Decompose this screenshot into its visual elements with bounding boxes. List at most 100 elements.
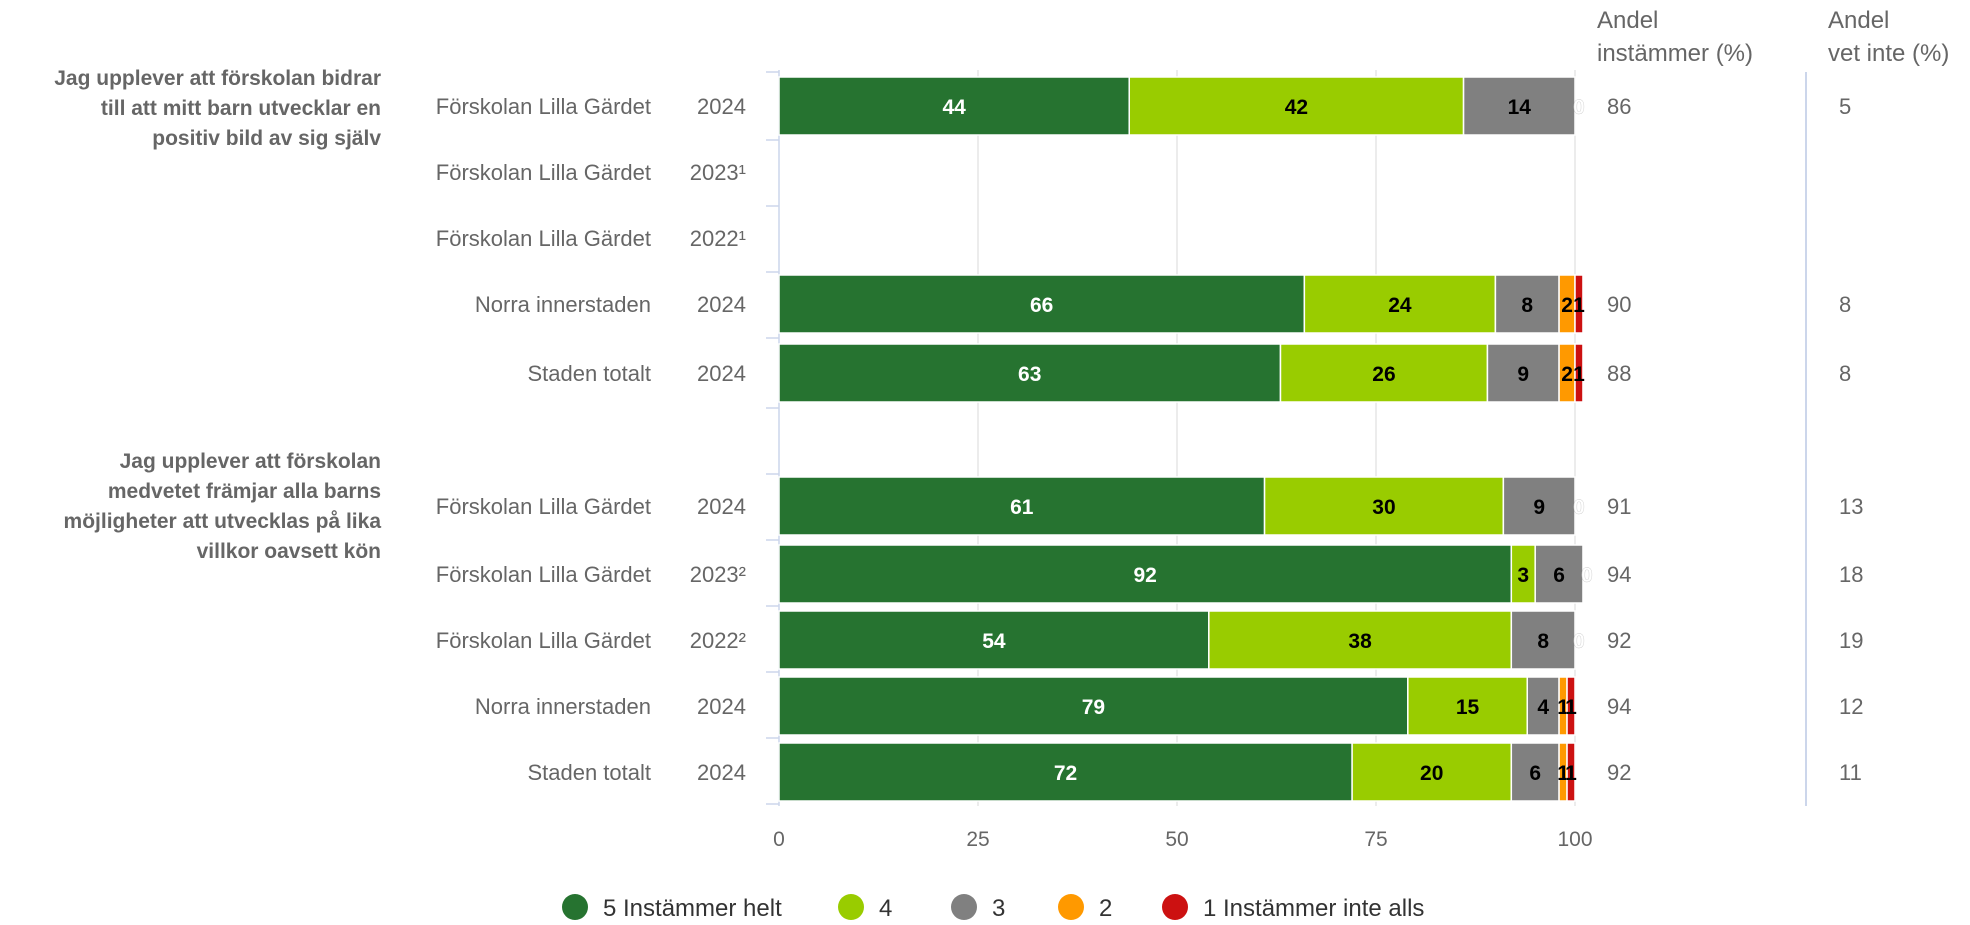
question-title: villkor oavsett kön bbox=[197, 540, 381, 563]
bar-segment bbox=[1574, 343, 1584, 403]
bar-segment bbox=[1279, 343, 1489, 403]
data-label: 24 bbox=[1388, 294, 1412, 317]
agree-value: 90 bbox=[1607, 292, 1631, 317]
row-label: Norra innerstaden bbox=[475, 292, 651, 317]
data-label: 66 bbox=[1030, 294, 1053, 317]
row-year: 2023¹ bbox=[690, 160, 746, 185]
agree-value: 91 bbox=[1607, 494, 1631, 519]
data-label: 61 bbox=[1010, 496, 1034, 519]
bar-segment bbox=[778, 476, 1266, 536]
data-label: 9 bbox=[1533, 496, 1545, 519]
data-label: 15 bbox=[1456, 696, 1480, 719]
row-label: Förskolan Lilla Gärdet bbox=[436, 562, 651, 587]
column-header: vet inte (%) bbox=[1828, 40, 1949, 67]
row-label: Staden totalt bbox=[527, 760, 651, 785]
bar-segment bbox=[1502, 476, 1576, 536]
question-title: till att mitt barn utvecklar en bbox=[101, 97, 381, 120]
x-tick-label: 0 bbox=[773, 828, 785, 851]
data-label: 6 bbox=[1553, 564, 1565, 587]
row-year: 2022¹ bbox=[690, 226, 746, 251]
bar-segment bbox=[778, 76, 1130, 136]
bar-segment bbox=[778, 343, 1282, 403]
legend-label: 5 Instämmer helt bbox=[603, 895, 782, 922]
row-label: Förskolan Lilla Gärdet bbox=[436, 94, 651, 119]
data-label: 3 bbox=[1517, 564, 1529, 587]
row-labels: Jag upplever att förskolan bidrar till at… bbox=[54, 67, 746, 785]
x-axis: 0 25 50 75 100 bbox=[773, 828, 1592, 851]
dont-know-value: 19 bbox=[1839, 628, 1863, 653]
data-label: 30 bbox=[1372, 496, 1395, 519]
agree-value: 92 bbox=[1607, 760, 1631, 785]
agree-value: 88 bbox=[1607, 361, 1631, 386]
x-tick-label: 25 bbox=[966, 828, 989, 851]
data-label: 38 bbox=[1348, 630, 1372, 653]
row-year: 2024 bbox=[697, 694, 746, 719]
bar-segment bbox=[1510, 742, 1560, 802]
x-tick-label: 50 bbox=[1165, 828, 1188, 851]
legend-label: 1 Instämmer inte alls bbox=[1203, 895, 1424, 922]
row-label: Förskolan Lilla Gärdet bbox=[436, 226, 651, 251]
question-title: medvetet främjar alla barns bbox=[108, 480, 381, 503]
column-header: instämmer (%) bbox=[1597, 40, 1753, 67]
data-label: 4 bbox=[1537, 696, 1549, 719]
agree-value: 94 bbox=[1607, 694, 1631, 719]
data-label: 0 bbox=[1573, 630, 1585, 653]
bar-segment bbox=[778, 676, 1409, 736]
bar-segment bbox=[778, 742, 1353, 802]
dont-know-value: 11 bbox=[1839, 760, 1862, 785]
bar-segment bbox=[1566, 676, 1576, 736]
data-label: 72 bbox=[1054, 762, 1077, 785]
data-label: 1 bbox=[1565, 762, 1577, 785]
bar-segment bbox=[1494, 274, 1560, 334]
agree-value: 92 bbox=[1607, 628, 1631, 653]
legend-marker bbox=[838, 894, 864, 920]
legend-marker bbox=[562, 894, 588, 920]
data-label: 1 bbox=[1557, 762, 1569, 785]
data-label: 44 bbox=[942, 96, 966, 119]
data-label: 42 bbox=[1285, 96, 1308, 119]
data-label: 14 bbox=[1508, 96, 1532, 119]
bar-segment bbox=[1128, 76, 1465, 136]
dont-know-value: 8 bbox=[1839, 361, 1851, 386]
data-label: 1 bbox=[1565, 696, 1577, 719]
x-tick-label: 75 bbox=[1364, 828, 1387, 851]
bar-segment bbox=[1566, 742, 1576, 802]
row-label: Förskolan Lilla Gärdet bbox=[436, 628, 651, 653]
legend: 5 Instämmer helt 4 3 2 1 Instämmer inte alls bbox=[562, 894, 1424, 922]
data-label: 0 bbox=[1573, 96, 1585, 119]
column-header: Andel bbox=[1597, 7, 1658, 34]
dont-know-value: 13 bbox=[1839, 494, 1863, 519]
legend-label: 2 bbox=[1099, 895, 1112, 922]
dont-know-value: 12 bbox=[1839, 694, 1863, 719]
row-label: Norra innerstaden bbox=[475, 694, 651, 719]
row-year: 2024 bbox=[697, 94, 746, 119]
data-label: 2 bbox=[1561, 294, 1573, 317]
bar-segment bbox=[1526, 676, 1560, 736]
bar-segment bbox=[1574, 274, 1584, 334]
bar-segment bbox=[1510, 610, 1576, 670]
data-label: 0 bbox=[1573, 496, 1585, 519]
x-tick-label: 100 bbox=[1557, 828, 1592, 851]
data-label: 1 bbox=[1573, 294, 1585, 317]
data-label: 20 bbox=[1420, 762, 1443, 785]
bar-segment bbox=[1208, 610, 1513, 670]
data-label: 63 bbox=[1018, 363, 1041, 386]
row-label: Förskolan Lilla Gärdet bbox=[436, 494, 651, 519]
dont-know-value: 5 bbox=[1839, 94, 1851, 119]
data-label: 1 bbox=[1573, 363, 1585, 386]
legend-marker bbox=[1162, 894, 1188, 920]
data-label: 1 bbox=[1557, 696, 1569, 719]
question-title: Jag upplever att förskolan bbox=[120, 450, 381, 473]
data-label: 8 bbox=[1537, 630, 1549, 653]
legend-marker bbox=[951, 894, 977, 920]
bar-segment bbox=[778, 274, 1306, 334]
row-year: 2024 bbox=[697, 494, 746, 519]
data-label: 26 bbox=[1372, 363, 1395, 386]
question-title: positiv bild av sig själv bbox=[152, 127, 381, 150]
dont-know-value: 18 bbox=[1839, 562, 1863, 587]
row-year: 2024 bbox=[697, 760, 746, 785]
question-title: Jag upplever att förskolan bidrar bbox=[54, 67, 381, 90]
data-label: 9 bbox=[1517, 363, 1529, 386]
legend-marker bbox=[1058, 894, 1084, 920]
